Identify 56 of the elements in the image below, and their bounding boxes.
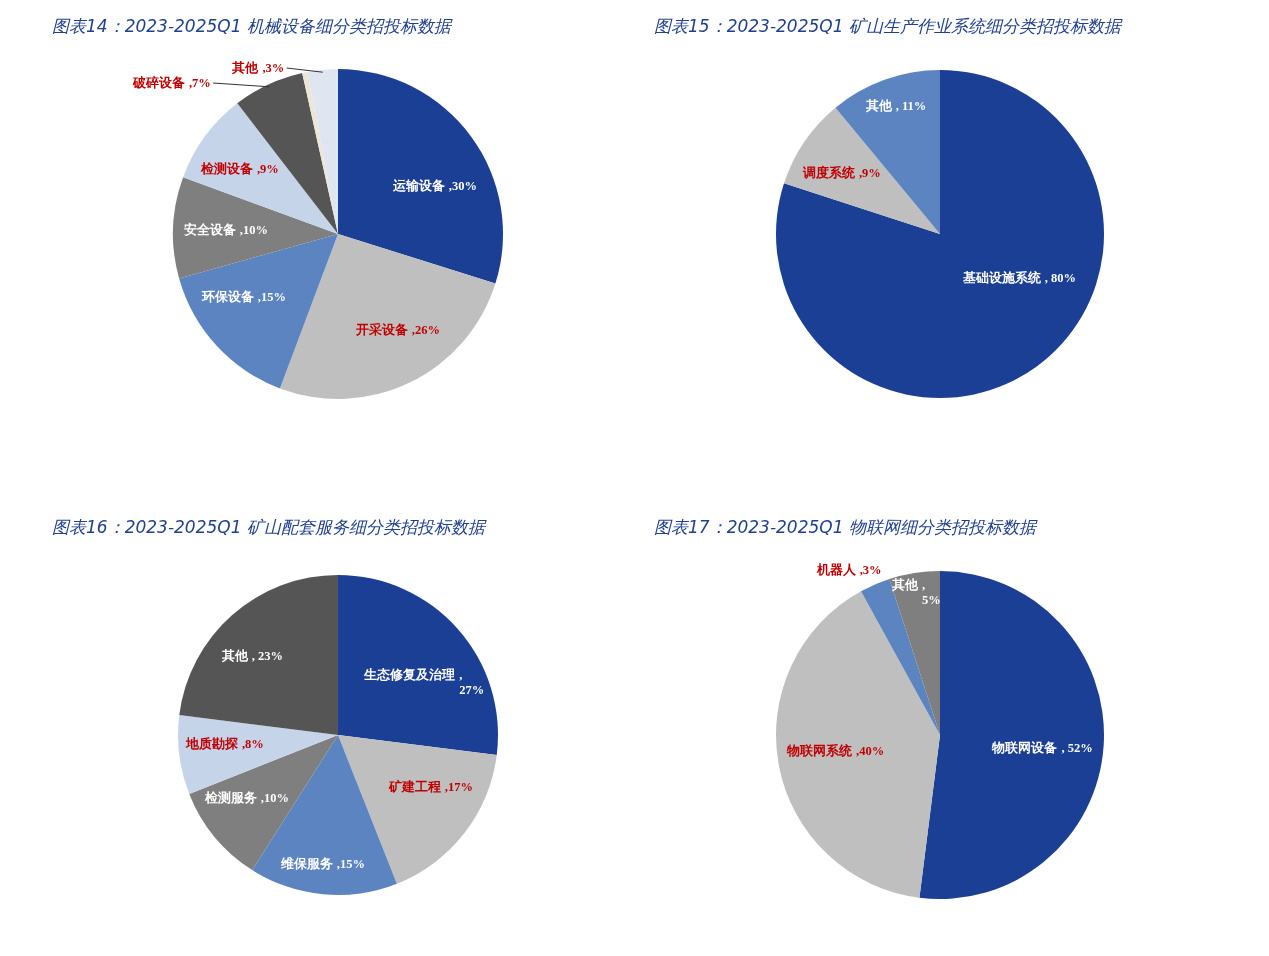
data-label: ,40% bbox=[856, 744, 885, 758]
slice-label: 开采设备 bbox=[354, 322, 408, 337]
slice-label: 其他 bbox=[864, 99, 893, 113]
slice-label: 物联网系统 bbox=[786, 743, 853, 758]
slice-label: 物联网设备 bbox=[991, 741, 1058, 755]
data-label: , 27% bbox=[459, 667, 485, 697]
slice-label: 生态修复及治理 bbox=[363, 666, 456, 682]
slice-label: 其他 bbox=[231, 61, 260, 75]
data-label: ,10% bbox=[239, 223, 268, 237]
data-label: ,7% bbox=[188, 76, 211, 90]
slice-label: 检测服务 bbox=[203, 791, 257, 805]
pie-slice bbox=[179, 575, 338, 735]
slice-label: 机器人 bbox=[815, 563, 857, 577]
pie-slice bbox=[860, 579, 940, 735]
data-label: ,26% bbox=[411, 323, 440, 337]
slice-label: 调度系统 bbox=[801, 165, 856, 180]
slice-label: 其他 bbox=[220, 649, 249, 663]
pie-slice bbox=[889, 571, 940, 735]
data-label: , 80% bbox=[1044, 271, 1076, 285]
pie-slice bbox=[776, 591, 940, 898]
pie-slice bbox=[776, 70, 1104, 398]
slice-label: 基础设施系统 bbox=[961, 270, 1042, 285]
data-label: , 23% bbox=[251, 649, 283, 663]
pie-slice bbox=[338, 69, 503, 284]
data-label: , 52% bbox=[1061, 741, 1093, 755]
slice-label: 地质勘探 bbox=[184, 736, 239, 751]
data-label: ,15% bbox=[336, 857, 365, 871]
pie-slice bbox=[338, 575, 498, 756]
data-label: ,10% bbox=[260, 791, 289, 805]
data-label: ,15% bbox=[257, 290, 286, 304]
chart-title: 图表15：2023-2025Q1 矿山生产作业系统细分类招投标数据 bbox=[654, 16, 1123, 36]
data-label: ,30% bbox=[448, 179, 477, 193]
pie-slice bbox=[183, 103, 338, 234]
data-label: , 11% bbox=[895, 99, 927, 113]
pie-slice bbox=[919, 571, 1104, 899]
slice-label: 安全设备 bbox=[183, 222, 236, 237]
data-label: ,17% bbox=[444, 780, 473, 794]
slice-label: 维保服务 bbox=[279, 856, 333, 871]
data-label: ,8% bbox=[241, 737, 264, 751]
slice-label: 环保设备 bbox=[200, 290, 254, 304]
data-label: ,9% bbox=[256, 162, 279, 176]
slice-label: 检测设备 bbox=[199, 162, 253, 176]
slice-label: 破碎设备 bbox=[131, 75, 185, 90]
data-label: ,9% bbox=[858, 166, 881, 180]
slice-label: 矿建工程 bbox=[387, 779, 441, 794]
slice-label: 运输设备 bbox=[391, 178, 445, 193]
pie-slice bbox=[179, 234, 338, 389]
data-label: ,3% bbox=[859, 563, 882, 577]
data-label: , 5% bbox=[922, 577, 941, 607]
pie-slice bbox=[173, 177, 338, 279]
data-label: ,3% bbox=[262, 61, 285, 75]
chart-title: 图表17：2023-2025Q1 物联网细分类招投标数据 bbox=[654, 517, 1038, 537]
pie-slice bbox=[338, 735, 497, 884]
chart-title: 图表14：2023-2025Q1 机械设备细分类招投标数据 bbox=[52, 16, 453, 36]
chart-title: 图表16：2023-2025Q1 矿山配套服务细分类招投标数据 bbox=[52, 517, 487, 537]
slice-label: 其他 bbox=[891, 577, 920, 592]
